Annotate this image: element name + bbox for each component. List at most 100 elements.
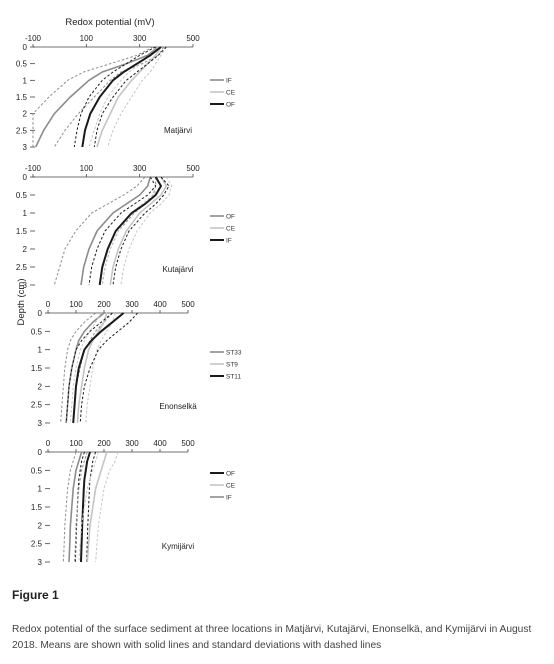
mean-line-of bbox=[81, 46, 162, 148]
x-tick-label: 100 bbox=[80, 34, 94, 43]
x-tick-label: 400 bbox=[153, 439, 167, 448]
x-tick-label: -100 bbox=[25, 164, 42, 173]
x-tick-label: 200 bbox=[97, 300, 111, 309]
y-tick-label: 3 bbox=[38, 419, 43, 428]
sd-lower-line-if bbox=[62, 451, 77, 563]
y-tick-label: 1.5 bbox=[31, 503, 43, 512]
y-tick-label: 1 bbox=[23, 209, 28, 218]
legend-label: IF bbox=[226, 238, 232, 245]
figure-label: Figure 1 bbox=[12, 588, 59, 602]
x-axis-title: Redox potential (mV) bbox=[65, 17, 154, 28]
y-tick-label: 0.5 bbox=[16, 191, 28, 200]
y-tick-label: 2 bbox=[23, 245, 28, 254]
sd-lower-line-ce bbox=[78, 451, 99, 563]
x-tick-label: 300 bbox=[125, 300, 139, 309]
y-axis-title: Depth (cm) bbox=[16, 279, 27, 326]
sd-upper-line-of bbox=[93, 46, 167, 148]
legend-label: ST9 bbox=[226, 362, 238, 369]
sd-upper-line-if bbox=[112, 176, 170, 286]
panel-title: Kutajärvi bbox=[162, 265, 193, 274]
legend-label: IF bbox=[226, 78, 232, 85]
x-tick-label: 100 bbox=[69, 439, 83, 448]
sd-upper-line-st11 bbox=[79, 312, 138, 424]
y-tick-label: 0.5 bbox=[31, 466, 43, 475]
sd-upper-line-of bbox=[86, 451, 97, 563]
y-tick-label: 0 bbox=[23, 173, 28, 182]
y-tick-label: 2 bbox=[38, 521, 43, 530]
y-tick-label: 3 bbox=[23, 281, 28, 290]
y-tick-label: 0 bbox=[38, 309, 43, 318]
x-tick-label: 300 bbox=[133, 164, 147, 173]
x-tick-label: 100 bbox=[80, 164, 94, 173]
redox-figure: Redox potential (mV)Depth (cm)-100 100 300… bbox=[16, 17, 242, 567]
sd-lower-line-of bbox=[74, 451, 85, 563]
mean-line-st11 bbox=[72, 312, 125, 424]
y-tick-label: 2.5 bbox=[31, 401, 43, 410]
mean-line-ce bbox=[86, 451, 108, 563]
y-tick-label: 0.5 bbox=[16, 60, 28, 69]
x-tick-label: 100 bbox=[69, 300, 83, 309]
legend-label: IF bbox=[226, 495, 232, 502]
x-tick-label: 0 bbox=[46, 300, 51, 309]
mean-line-ce bbox=[96, 46, 162, 148]
y-tick-label: 1 bbox=[38, 485, 43, 494]
y-tick-label: 1.5 bbox=[16, 93, 28, 102]
legend-label: OF bbox=[226, 214, 235, 221]
sd-upper-line-ce bbox=[120, 176, 173, 286]
legend-label: ST33 bbox=[226, 350, 242, 357]
x-tick-label: 500 bbox=[186, 164, 200, 173]
y-tick-label: 1 bbox=[38, 346, 43, 355]
y-tick-label: 1.5 bbox=[16, 227, 28, 236]
figure-caption: Redox potential of the surface sediment … bbox=[12, 624, 532, 651]
y-tick-label: 0 bbox=[38, 448, 43, 457]
legend-label: OF bbox=[226, 471, 235, 478]
mean-line-st9 bbox=[76, 312, 108, 424]
x-tick-label: 500 bbox=[186, 34, 200, 43]
y-tick-label: 2.5 bbox=[16, 126, 28, 135]
legend-label: CE bbox=[226, 226, 236, 233]
sd-upper-line-st9 bbox=[85, 312, 116, 424]
mean-line-ce bbox=[109, 176, 168, 286]
panel-title: Enonselkä bbox=[159, 402, 197, 411]
sd-lower-line-st33 bbox=[60, 312, 96, 424]
y-tick-label: 2.5 bbox=[16, 263, 28, 272]
x-tick-label: 300 bbox=[133, 34, 147, 43]
y-tick-label: 3 bbox=[38, 558, 43, 567]
y-tick-label: 1 bbox=[23, 76, 28, 85]
x-tick-label: 0 bbox=[46, 439, 51, 448]
mean-line-of bbox=[80, 176, 152, 286]
x-tick-label: 300 bbox=[125, 439, 139, 448]
x-tick-label: -100 bbox=[25, 34, 42, 43]
sd-lower-line-st11 bbox=[65, 312, 113, 424]
sd-lower-line-of bbox=[73, 46, 156, 148]
y-tick-label: 0 bbox=[23, 43, 28, 52]
sd-upper-line-if bbox=[74, 451, 88, 563]
mean-line-if bbox=[98, 176, 163, 286]
sd-lower-line-if bbox=[32, 46, 154, 147]
y-tick-label: 1.5 bbox=[31, 364, 43, 373]
mean-line-st33 bbox=[65, 312, 105, 424]
mean-line-if bbox=[34, 46, 159, 148]
legend-label: CE bbox=[226, 90, 236, 97]
x-tick-label: 400 bbox=[153, 300, 167, 309]
x-tick-label: 200 bbox=[97, 439, 111, 448]
sd-lower-line-if bbox=[88, 176, 157, 286]
y-tick-label: 2 bbox=[38, 382, 43, 391]
mean-line-of bbox=[80, 451, 91, 563]
sd-lower-line-ce bbox=[101, 176, 162, 286]
sd-upper-line-ce bbox=[107, 46, 167, 148]
sd-lower-line-st9 bbox=[69, 312, 102, 424]
sd-lower-line-of bbox=[53, 176, 146, 286]
sd-lower-line-ce bbox=[88, 46, 159, 148]
legend-label: ST11 bbox=[226, 374, 241, 381]
x-tick-label: 500 bbox=[181, 300, 195, 309]
mean-line-if bbox=[68, 451, 83, 563]
panel-title: Matjärvi bbox=[164, 126, 192, 135]
y-tick-label: 2.5 bbox=[31, 540, 43, 549]
legend-label: CE bbox=[226, 483, 236, 490]
y-tick-label: 3 bbox=[23, 143, 28, 152]
panel-title: Kymijärvi bbox=[162, 542, 195, 551]
legend-label: OF bbox=[226, 102, 235, 109]
y-tick-label: 2 bbox=[23, 110, 28, 119]
sd-upper-line-ce bbox=[95, 451, 119, 563]
